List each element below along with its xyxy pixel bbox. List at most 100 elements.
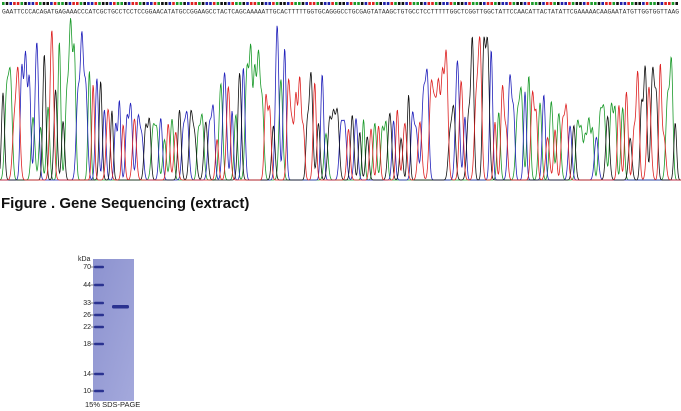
base-tick [238,2,242,5]
base-tick [220,2,223,5]
base-tick [357,2,360,5]
base-tick [309,2,312,5]
ladder-band [94,301,104,305]
base-tick [127,2,131,5]
base-tick [316,2,320,5]
base-tick [135,2,138,5]
base-tick [557,2,560,5]
base-tick [545,2,549,5]
base-tick [534,2,538,5]
chromatogram: GAATTCCCACAGATGAGAAACCCATCGCTGCCTCCTCCGG… [0,2,681,181]
base-tick [394,2,397,5]
base-tick [116,2,120,5]
base-tick [586,2,590,5]
base-tick [76,2,79,5]
trace [0,25,681,181]
base-tick [571,2,575,5]
base-tick [660,2,664,5]
base-tick [645,2,649,5]
base-tick [668,2,671,5]
base-tick [383,2,386,5]
base-tick [120,2,123,5]
base-tick [83,2,86,5]
base-tick [87,2,90,5]
base-tick [549,2,553,5]
base-tick [94,2,98,5]
base-tick [360,2,364,5]
base-tick [301,2,305,5]
base-tick [390,2,394,5]
base-tick [664,2,667,5]
base-tick [568,2,571,5]
base-tick [235,2,238,5]
base-tick [612,2,616,5]
base-tick [53,2,57,5]
base-tick [131,2,135,5]
base-tick [364,2,368,5]
base-tick [257,2,260,5]
base-tick [24,2,27,5]
base-tick [449,2,453,5]
base-tick [246,2,249,5]
base-tick [16,2,20,5]
trace [0,36,681,181]
base-tick [101,2,105,5]
base-tick [564,2,567,5]
base-tick [671,2,675,5]
base-tick [2,2,5,5]
marker-label: 26 [83,312,91,319]
base-tick [453,2,456,5]
base-tick [675,2,678,5]
marker-label: 10 [83,388,91,395]
base-tick [72,2,75,5]
base-tick [653,2,656,5]
base-tick [335,2,338,5]
base-tick [427,2,431,5]
base-tick [90,2,94,5]
base-tick [486,2,490,5]
base-tick [438,2,442,5]
base-tick [431,2,434,5]
base-tick [253,2,257,5]
base-tick [175,2,179,5]
ladder-band [94,265,104,269]
base-tick [512,2,516,5]
base-tick [68,2,72,5]
base-tick [161,2,164,5]
base-tick [31,2,35,5]
base-tick [183,2,186,5]
base-tick [460,2,464,5]
base-tick [57,2,61,5]
base-tick [249,2,253,5]
base-tick [590,2,593,5]
base-tick [294,2,297,5]
base-tick [634,2,638,5]
base-tick [579,2,582,5]
base-tick [446,2,449,5]
base-tick [457,2,460,5]
base-tick [582,2,586,5]
base-tick [538,2,542,5]
base-tick [216,2,220,5]
base-tick [9,2,12,5]
ladder-band [94,372,104,376]
base-tick [523,2,527,5]
base-tick [187,2,190,5]
base-tick [290,2,294,5]
ladder: 70 44 33 26 22 18 14 10 [83,264,104,395]
base-tick [575,2,579,5]
marker-label: 44 [83,282,91,289]
marker-label: 22 [83,324,91,331]
base-tick [268,2,271,5]
base-tick [50,2,53,5]
base-tick [542,2,545,5]
base-tick [113,2,116,5]
base-tick [190,2,194,5]
base-tick [164,2,168,5]
base-tick [594,2,597,5]
sequence: GAATTCCCACAGATGAGAAACCCATCGCTGCCTCCTCCGG… [2,9,679,16]
base-tick [124,2,127,5]
base-tick [146,2,149,5]
base-tick [227,2,231,5]
